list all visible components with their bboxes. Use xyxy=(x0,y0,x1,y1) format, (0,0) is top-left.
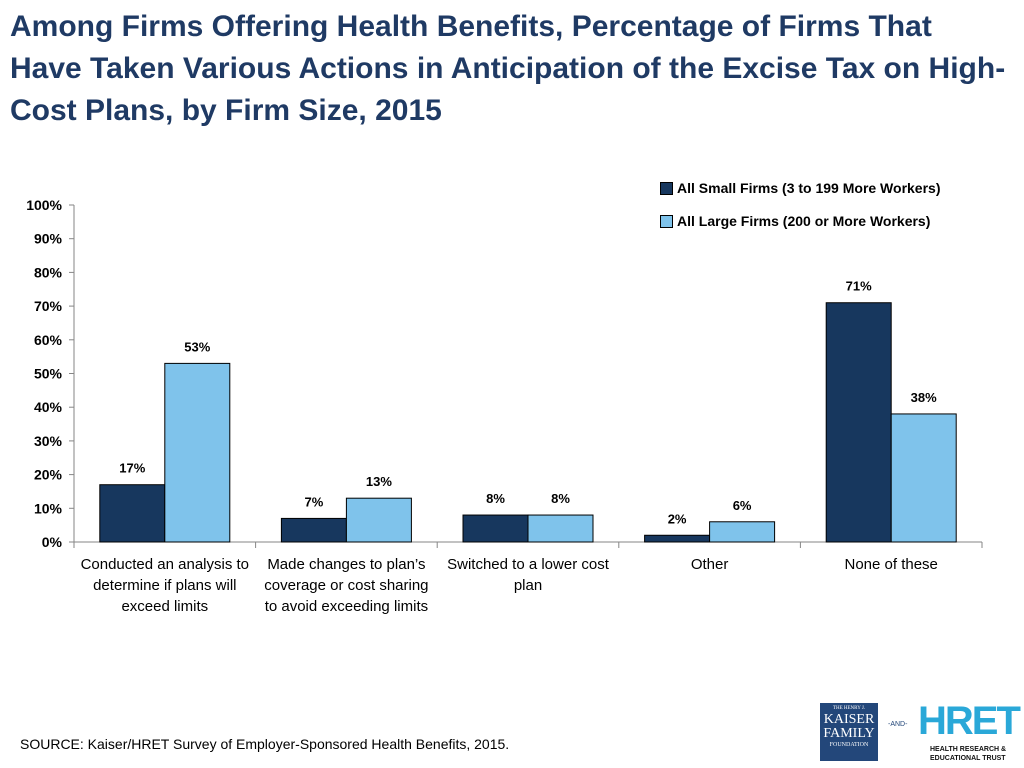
y-tick-label: 40% xyxy=(34,399,63,415)
y-tick-label: 80% xyxy=(34,264,63,280)
bar-large-firms xyxy=(527,514,594,543)
kff-logo-line2: KAISER xyxy=(823,712,875,727)
bar-small-firms xyxy=(462,514,529,543)
x-category-label: None of these xyxy=(844,556,937,573)
x-category-label: Conducted an analysis to xyxy=(81,556,249,573)
x-category-label: plan xyxy=(514,577,542,594)
data-label: 2% xyxy=(668,511,687,526)
bar-large-firms xyxy=(709,521,776,543)
hret-logo: HRET xyxy=(918,699,1021,743)
x-category-label: Made changes to plan’s xyxy=(267,556,425,573)
data-label: 8% xyxy=(551,491,570,506)
kff-logo-line4: FOUNDATION xyxy=(829,742,869,748)
x-category-label: exceed limits xyxy=(121,598,208,615)
source-note: SOURCE: Kaiser/HRET Survey of Employer-S… xyxy=(20,736,510,752)
legend-label-large-firms: All Large Firms (200 or More Workers) xyxy=(677,213,931,229)
kff-logo-line3: FAMILY xyxy=(823,726,875,741)
x-category-label: to avoid exceeding limits xyxy=(265,598,428,615)
y-tick-label: 20% xyxy=(34,467,63,483)
hret-logo-subtitle: HEALTH RESEARCH & EDUCATIONAL TRUST xyxy=(930,745,1006,763)
y-tick-label: 30% xyxy=(34,433,63,449)
bar-chart: 0% 10% 20% 30% 40% 50% 60% 70% 80% 90% 100% 17% 53% C… xyxy=(26,197,983,615)
legend-item-large-firms: All Large Firms (200 or More Workers) xyxy=(660,211,941,231)
kff-logo-line1: THE HENRY J. xyxy=(832,706,866,711)
and-separator: -AND- xyxy=(888,721,908,728)
hret-logo-line1: HEALTH RESEARCH & xyxy=(930,746,1007,753)
data-label: 71% xyxy=(846,279,872,294)
bar-large-firms xyxy=(890,413,957,543)
y-tick-label: 10% xyxy=(34,500,63,516)
y-tick-label: 60% xyxy=(34,332,63,348)
x-category-label: determine if plans will xyxy=(93,577,236,594)
data-label: 7% xyxy=(305,494,324,509)
data-label: 8% xyxy=(486,491,505,506)
legend-item-small-firms: All Small Firms (3 to 199 More Workers) xyxy=(660,178,941,198)
y-tick-label: 100% xyxy=(26,197,62,213)
x-category-label: Other xyxy=(691,556,729,573)
y-tick-label: 0% xyxy=(42,534,63,550)
y-tick-label: 90% xyxy=(34,231,63,247)
x-category-label: coverage or cost sharing xyxy=(264,577,428,594)
hret-logo-line2: EDUCATIONAL TRUST xyxy=(930,755,1006,762)
bar-small-firms xyxy=(644,534,711,543)
x-category-label: Switched to a lower cost xyxy=(447,556,610,573)
y-tick-label: 70% xyxy=(34,298,63,314)
logos: THE HENRY J. KAISER FAMILY FOUNDATION -A… xyxy=(820,699,1024,765)
data-label: 38% xyxy=(911,390,937,405)
data-label: 13% xyxy=(366,474,392,489)
chart-title: Among Firms Offering Health Benefits, Pe… xyxy=(10,10,1006,127)
bar-small-firms xyxy=(280,517,347,543)
data-label: 53% xyxy=(184,339,210,354)
bar-large-firms xyxy=(164,362,231,543)
legend: All Small Firms (3 to 199 More Workers) … xyxy=(660,178,941,244)
kff-logo: THE HENRY J. KAISER FAMILY FOUNDATION xyxy=(820,703,878,761)
data-label: 17% xyxy=(119,461,145,476)
data-label: 6% xyxy=(733,498,752,513)
y-tick-label: 50% xyxy=(34,366,63,382)
legend-swatch-small-firms xyxy=(660,181,673,195)
legend-label-small-firms: All Small Firms (3 to 199 More Workers) xyxy=(677,180,941,196)
legend-swatch-large-firms xyxy=(660,214,673,228)
bar-small-firms xyxy=(825,302,892,543)
bar-large-firms xyxy=(345,497,412,543)
bar-small-firms xyxy=(99,484,166,543)
